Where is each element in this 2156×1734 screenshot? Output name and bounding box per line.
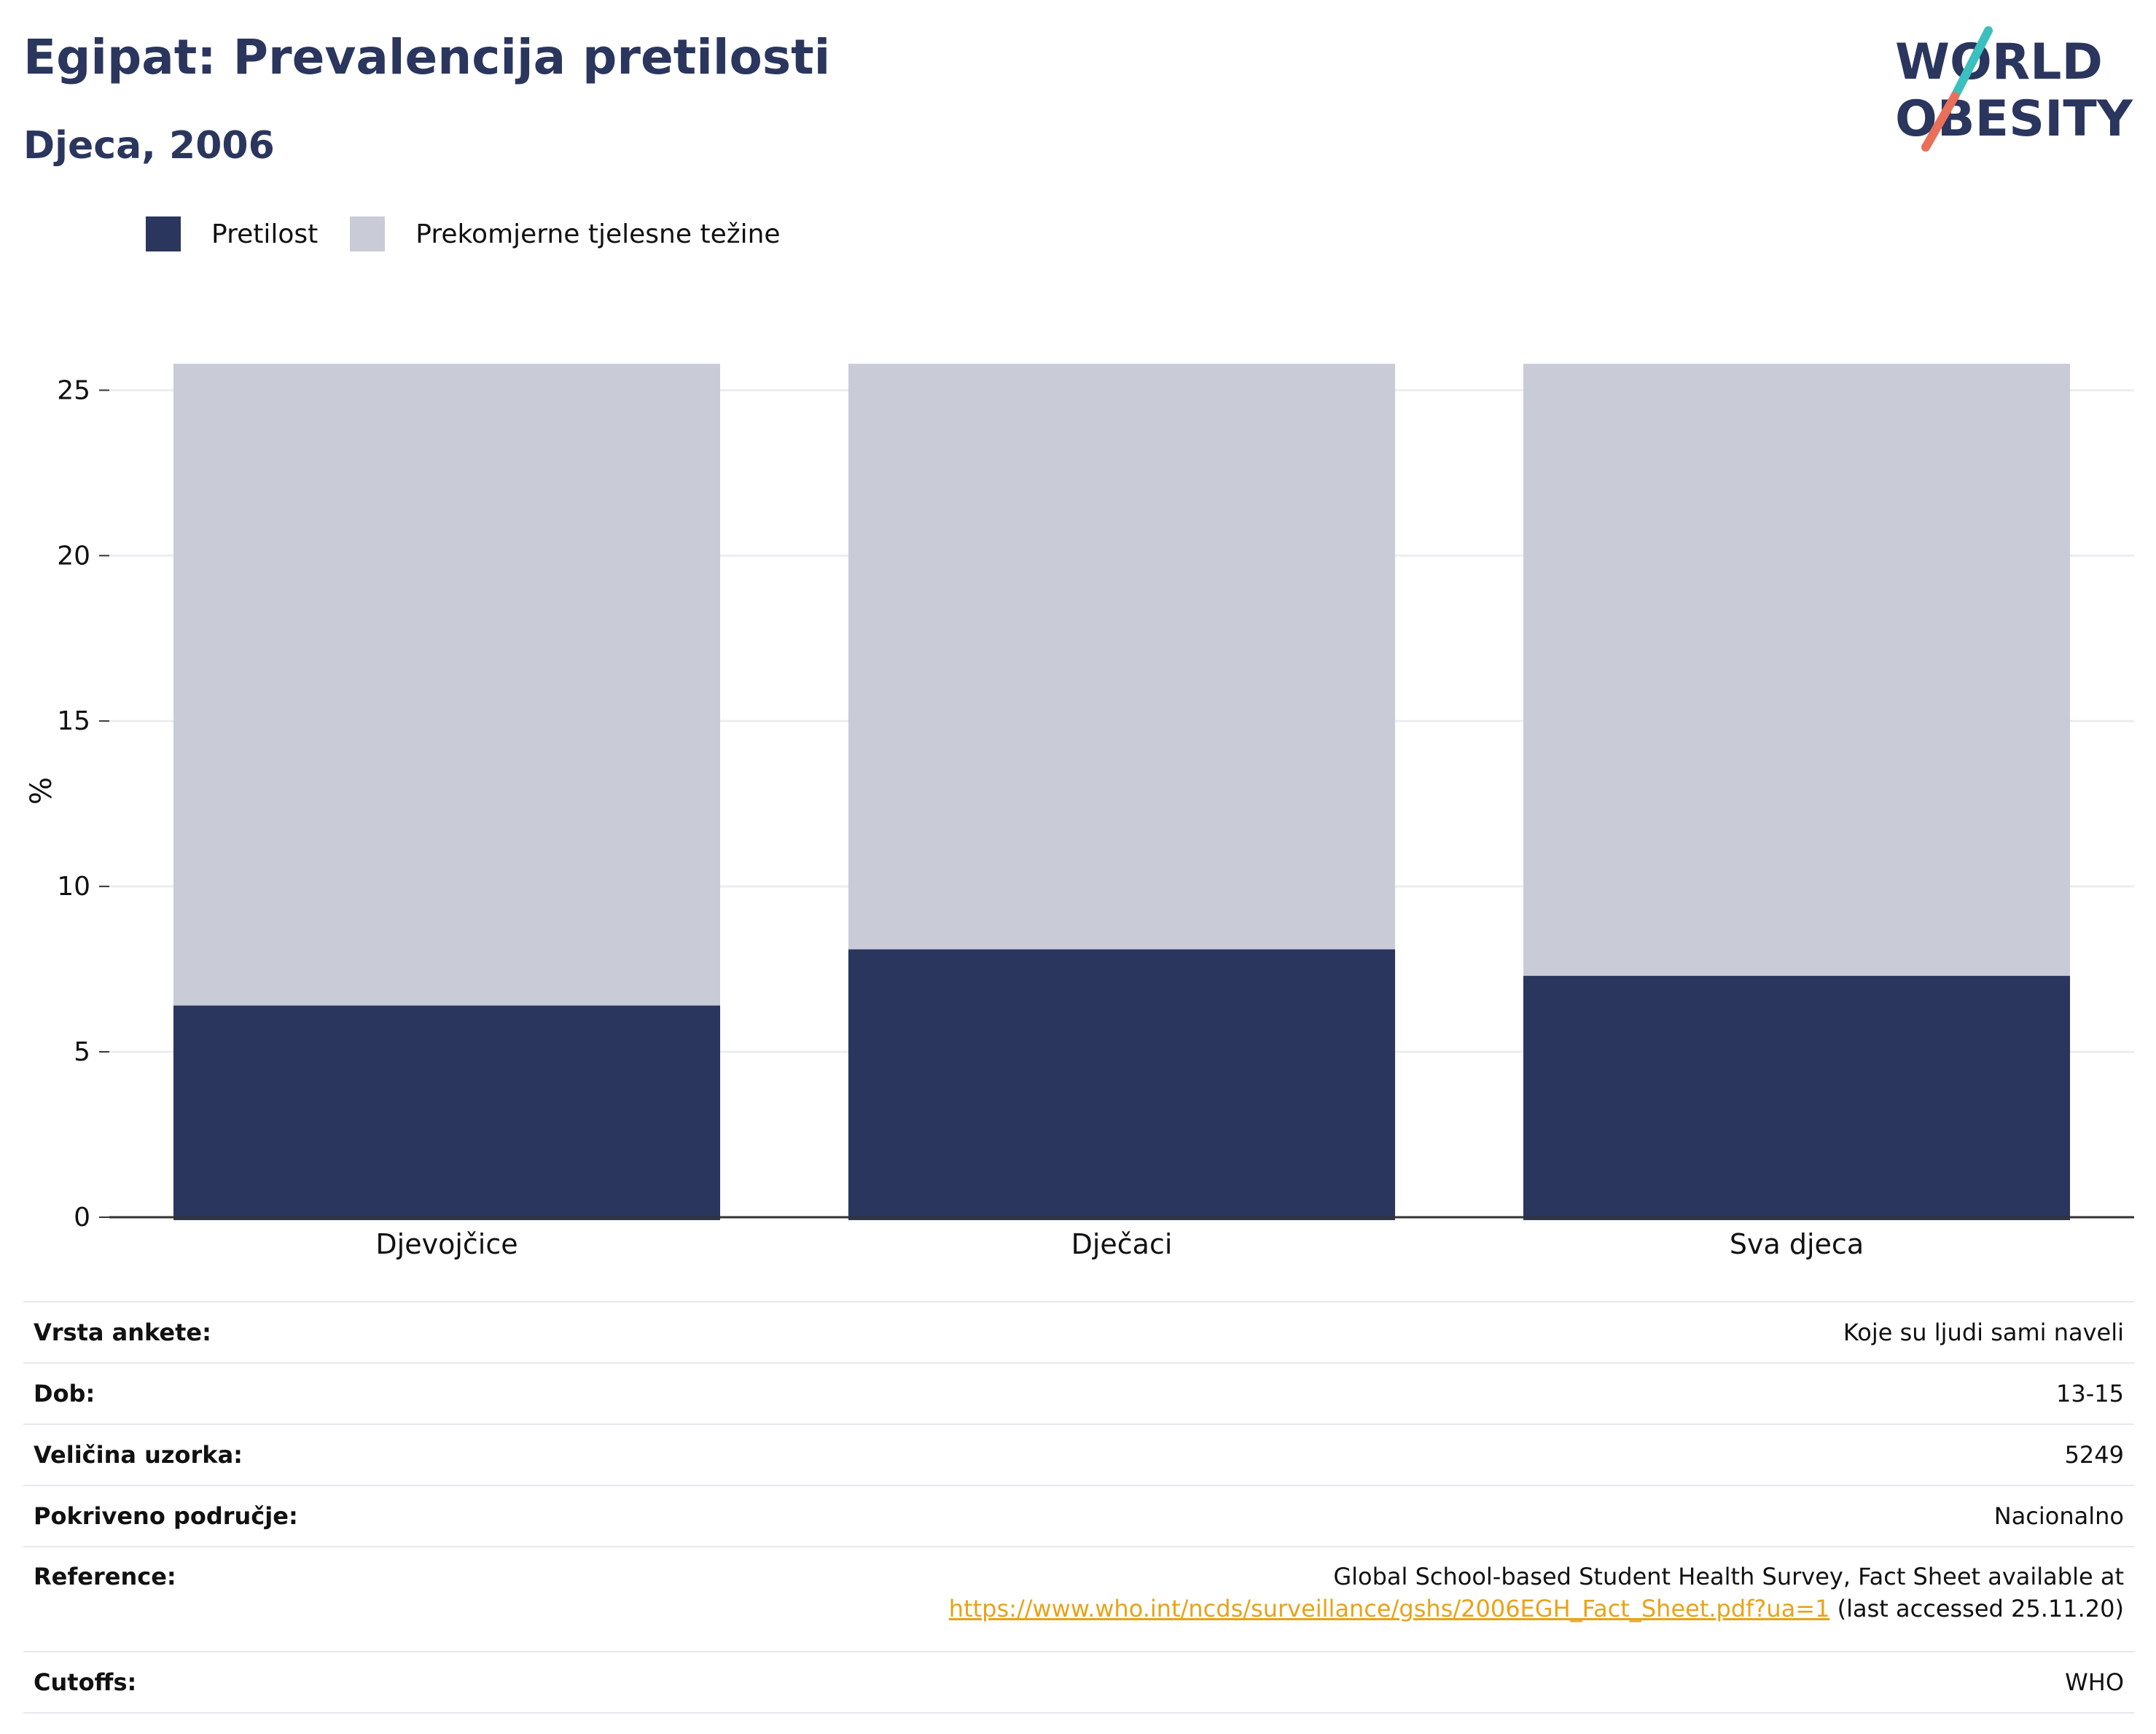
bar-chart: 0 5 10 15 20 25 Djevojčice Dječaci Sva djeca % — [25, 364, 2134, 1260]
bars — [173, 364, 2071, 1220]
info-row-cutoffs: Cutoffs: WHO — [23, 1651, 2134, 1714]
logo-line1: WORLD — [1895, 34, 2103, 91]
y-tick-label: 20 — [57, 541, 90, 571]
x-tick-label: Sva djeca — [1730, 1228, 1864, 1260]
info-key: Pokriveno područje: — [23, 1485, 430, 1547]
info-value: Koje su ljudi sami naveli — [429, 1301, 2134, 1363]
info-key: Veličina uzorka: — [23, 1423, 430, 1485]
info-row-survey-type: Vrsta ankete: Koje su ljudi sami naveli — [23, 1301, 2134, 1363]
bar-pretilost-0 — [173, 1005, 721, 1220]
info-row-coverage: Pokriveno područje: Nacionalno — [23, 1485, 2134, 1547]
x-tick-labels: Djevojčice Dječaci Sva djeca — [375, 1228, 1864, 1260]
y-tick-label: 0 — [74, 1203, 90, 1233]
bar-prekomjerne-2 — [1523, 364, 2071, 976]
info-value-reference: Global School-based Student Health Surve… — [429, 1546, 2134, 1652]
legend-swatch-pretilost — [146, 216, 181, 251]
info-value: Nacionalno — [429, 1485, 2134, 1547]
logo-slash-teal — [1950, 26, 1993, 101]
survey-info-table: Vrsta ankete: Koje su ljudi sami naveli … — [23, 1301, 2134, 1714]
info-key: Cutoffs: — [23, 1651, 430, 1714]
y-tick-label: 25 — [57, 375, 90, 405]
y-axis-label: % — [25, 777, 58, 805]
legend-item-pretilost[interactable]: Pretilost — [146, 216, 318, 251]
chart-legend: Pretilost Prekomjerne tjelesne težine — [146, 216, 813, 251]
world-obesity-logo: WORLD OBESITY — [1895, 26, 2133, 152]
y-tick-label: 15 — [57, 706, 90, 736]
legend-item-prekomjerne[interactable]: Prekomjerne tjelesne težine — [350, 216, 781, 251]
legend-label-prekomjerne: Prekomjerne tjelesne težine — [415, 219, 781, 249]
info-row-reference: Reference: Global School-based Student H… — [23, 1546, 2134, 1652]
info-key: Dob: — [23, 1362, 430, 1424]
reference-link[interactable]: https://www.who.int/ncds/surveillance/gs… — [948, 1595, 1830, 1622]
legend-swatch-prekomjerne — [350, 216, 386, 251]
bar-prekomjerne-1 — [848, 364, 1396, 950]
info-row-age: Dob: 13-15 — [23, 1362, 2134, 1424]
y-tick-label: 10 — [57, 872, 90, 902]
x-tick-label: Djevojčice — [375, 1228, 517, 1260]
info-value: WHO — [429, 1651, 2134, 1714]
chart-subtitle: Djeca, 2006 — [23, 124, 275, 168]
logo-slash-coral — [1921, 92, 1959, 152]
info-row-sample-size: Veličina uzorka: 5249 — [23, 1423, 2134, 1485]
y-tick-labels: 0 5 10 15 20 25 — [57, 375, 109, 1233]
legend-label-pretilost: Pretilost — [211, 219, 319, 249]
reference-text: Global School-based Student Health Surve… — [1333, 1563, 2124, 1590]
info-value: 5249 — [429, 1423, 2134, 1485]
chart-title: Egipat: Prevalencija pretilosti — [23, 29, 831, 85]
y-tick-label: 5 — [74, 1037, 90, 1067]
info-key: Reference: — [23, 1546, 430, 1652]
bar-pretilost-2 — [1523, 975, 2071, 1220]
info-key: Vrsta ankete: — [23, 1301, 430, 1363]
info-value: 13-15 — [429, 1362, 2134, 1424]
bar-pretilost-1 — [848, 949, 1396, 1220]
x-tick-label: Dječaci — [1071, 1228, 1173, 1260]
bar-prekomjerne-0 — [173, 364, 721, 1006]
reference-suffix: (last accessed 25.11.20) — [1829, 1595, 2124, 1622]
